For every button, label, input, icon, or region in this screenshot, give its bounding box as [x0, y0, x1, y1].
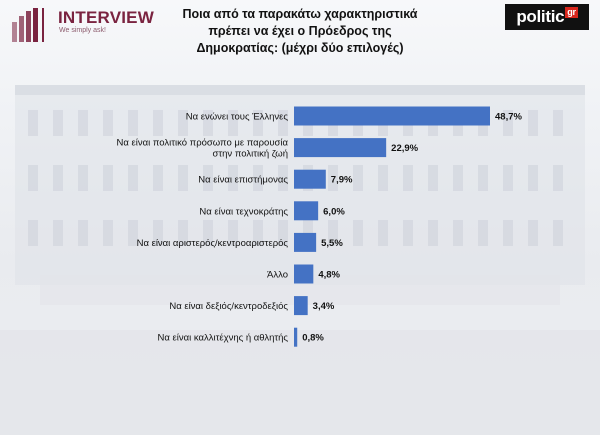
politic-logo: politic gr [505, 4, 589, 30]
politic-logo-text: politic [516, 7, 565, 26]
bar [294, 327, 298, 347]
category-label: Άλλο [267, 270, 288, 281]
interview-logo: INTERVIEW We simply ask! [12, 6, 162, 42]
bar [294, 106, 490, 126]
value-label: 22,9% [391, 143, 418, 154]
category-label: Να είναι καλλιτέχνης ή αθλητής [158, 333, 289, 344]
politic-logo-suffix: gr [565, 7, 578, 18]
category-label: Να ενώνει τους Έλληνες [186, 112, 289, 123]
category-label: Να είναι επιστήμονας [198, 175, 288, 186]
value-label: 5,5% [321, 238, 343, 249]
interview-logo-icon [12, 8, 52, 42]
value-label: 4,8% [318, 270, 340, 281]
interview-logo-tagline: We simply ask! [59, 27, 106, 34]
category-label: στην πολιτική ζωή [213, 149, 288, 160]
bar [294, 296, 308, 316]
interview-logo-text: INTERVIEW [58, 8, 154, 27]
value-label: 48,7% [495, 112, 522, 123]
category-label: Να είναι πολιτικό πρόσωπο με παρουσία [117, 138, 289, 149]
category-label: Να είναι τεχνοκράτης [199, 206, 288, 217]
value-label: 0,8% [302, 333, 324, 344]
value-label: 3,4% [313, 301, 335, 312]
bar [294, 138, 387, 158]
bar [294, 169, 326, 189]
category-label: Να είναι δεξιός/κεντροδεξιός [169, 301, 288, 312]
chart-title: Ποια από τα παρακάτω χαρακτηριστικά πρέπ… [182, 7, 418, 55]
category-label: Να είναι αριστερός/κεντροαριστερός [137, 238, 289, 249]
value-label: 6,0% [323, 206, 345, 217]
bar [294, 264, 314, 284]
value-label: 7,9% [331, 175, 353, 186]
bar [294, 232, 317, 252]
bar [294, 201, 319, 221]
